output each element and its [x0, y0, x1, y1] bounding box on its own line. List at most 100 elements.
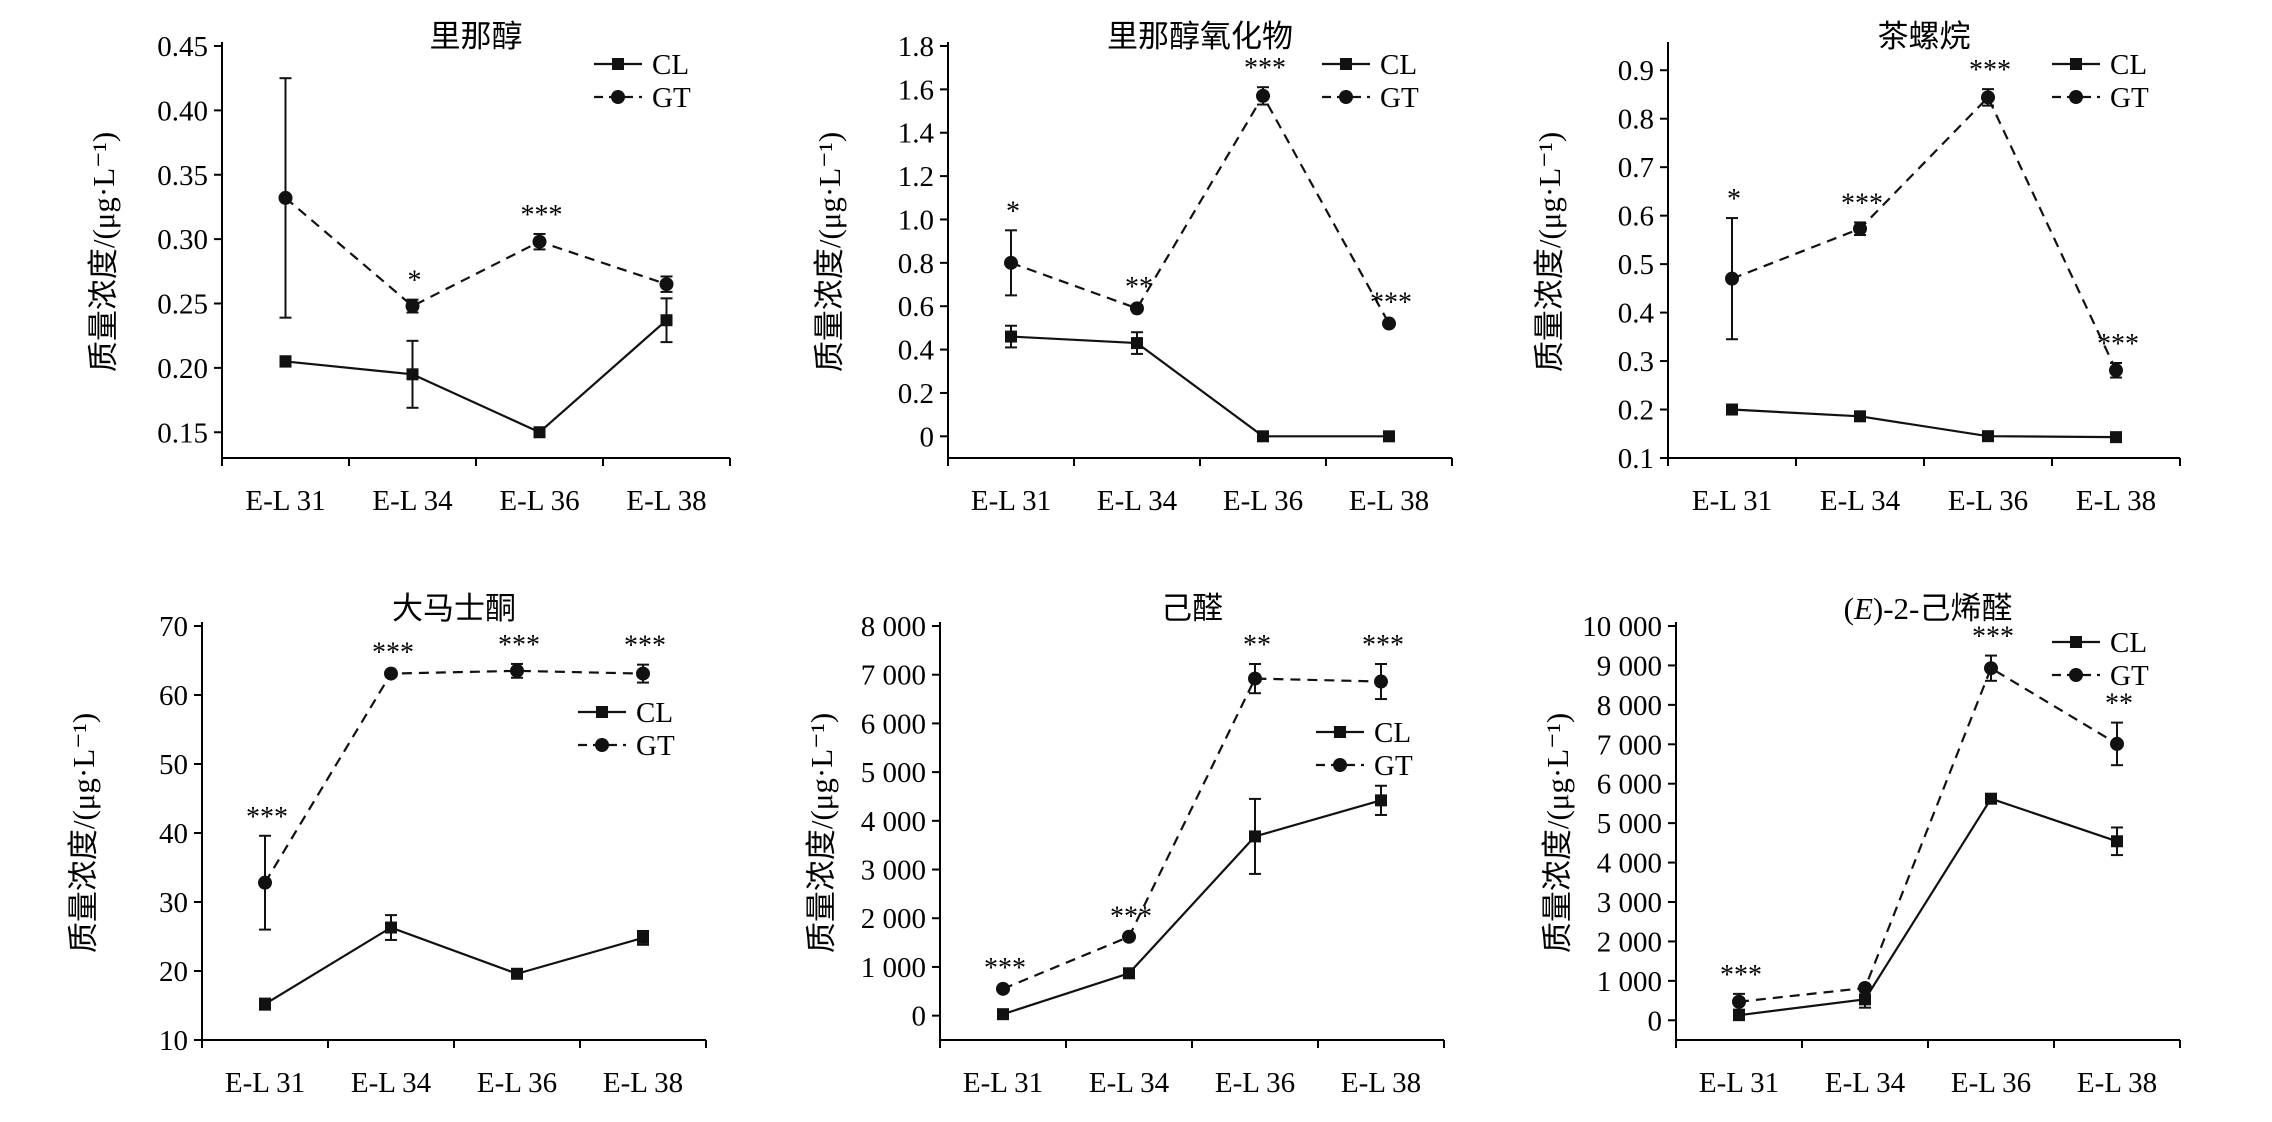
significance-label: *** — [1841, 188, 1883, 219]
y-tick-label: 0.25 — [157, 289, 208, 321]
y-tick-label: 5 000 — [1597, 808, 1662, 840]
data-point-GT — [1732, 994, 1746, 1009]
data-point-GT — [1122, 929, 1136, 944]
data-point-CL — [406, 368, 419, 381]
data-point-GT — [2110, 736, 2124, 751]
series-line-CL — [1002, 799, 1382, 1016]
x-tick-label: E-L 38 — [603, 1067, 683, 1099]
y-axis-label: 质量浓度/(μg·L⁻¹) — [66, 713, 101, 953]
y-tick-label: 0.20 — [157, 353, 208, 385]
x-tick-label: E-L 36 — [477, 1067, 557, 1099]
chart-panel-3: 0.9 0.8 0.7 0.6 0.5 0.4 0.3 0.2 0.1 E-L 31 E-L 34 E… — [1532, 19, 2181, 517]
series-line-GT — [264, 669, 644, 884]
series-line-GT — [1010, 93, 1390, 325]
y-tick-label: 3 000 — [1597, 887, 1662, 919]
data-point-GT — [258, 875, 272, 890]
y-tick-label: 1.4 — [898, 118, 935, 150]
x-tick-label: E-L 38 — [1341, 1067, 1421, 1099]
legend-label-GT: GT — [2110, 82, 2149, 114]
data-point-CL — [1131, 337, 1143, 350]
y-tick-label: 60 — [159, 680, 188, 712]
legend-marker-CL — [1340, 58, 1352, 70]
chart-title: 大马士酮 — [392, 591, 516, 626]
series-line-GT — [1738, 666, 2118, 1003]
y-tick-label: 3 000 — [861, 855, 926, 887]
chart-panel-1: 0.45 0.40 0.35 0.30 0.25 0.20 0.15 E-L 31 E-L 34… — [86, 19, 731, 517]
legend-label-CL: CL — [1380, 49, 1417, 81]
y-tick-label: 2 000 — [861, 903, 926, 935]
significance-label: *** — [1110, 901, 1152, 932]
y-tick-label: 6 000 — [861, 708, 926, 740]
legend-label-CL: CL — [636, 697, 673, 729]
x-tick-label: E-L 36 — [1948, 485, 2028, 517]
y-tick-label: 7 000 — [861, 660, 926, 692]
series-line-CL — [1738, 797, 2118, 1017]
y-tick-label: 1 000 — [861, 952, 926, 984]
y-tick-label: 0.30 — [157, 224, 208, 256]
x-tick-label: E-L 34 — [1820, 485, 1901, 517]
data-point-GT — [1130, 301, 1144, 316]
data-point-GT — [1858, 980, 1872, 995]
significance-label: *** — [372, 638, 414, 669]
legend-marker-CL — [1334, 726, 1346, 738]
data-point-CL — [1123, 967, 1135, 980]
series-GT — [1725, 88, 2123, 379]
significance-label: *** — [246, 802, 288, 833]
data-point-CL — [2111, 835, 2123, 848]
data-point-CL — [279, 355, 292, 368]
chart-title: 己醛 — [1161, 591, 1223, 626]
series-GT — [278, 77, 674, 319]
y-tick-label: 8 000 — [861, 611, 926, 643]
series-CL — [997, 784, 1387, 1021]
series-line-CL — [285, 319, 668, 434]
x-tick-label: E-L 31 — [225, 1067, 305, 1099]
series-GT — [996, 662, 1388, 996]
y-tick-label: 10 — [159, 1025, 188, 1057]
y-tick-label: 1.2 — [898, 161, 934, 193]
significance-label: *** — [624, 631, 666, 662]
y-axis-label: 质量浓度/(μg·L⁻¹) — [812, 132, 847, 372]
x-tick-label: E-L 31 — [245, 485, 325, 517]
series-line-GT — [284, 197, 667, 308]
data-point-CL — [1985, 792, 1997, 805]
y-tick-label: 5 000 — [861, 757, 926, 789]
chart-panel-4: 70 60 50 40 30 20 10 E-L 31 E-L 34 E-L 36 E-L 38 大马… — [66, 591, 707, 1099]
data-point-GT — [1382, 316, 1396, 331]
data-point-GT — [1725, 271, 1739, 286]
legend-marker-GT — [611, 90, 625, 104]
y-tick-label: 1.0 — [898, 204, 934, 236]
data-point-CL — [1257, 430, 1269, 443]
series-line-CL — [1010, 335, 1389, 438]
chart-title: 里那醇 — [430, 19, 523, 54]
data-point-CL — [637, 931, 649, 944]
x-tick-label: E-L 31 — [971, 485, 1051, 517]
x-tick-label: E-L 34 — [351, 1067, 432, 1099]
chart-panel-5: 8 000 7 000 6 000 5 000 4 000 3 000 2 000 1 000… — [804, 591, 1445, 1099]
legend-label-CL: CL — [1374, 717, 1411, 749]
legend-marker-GT — [1333, 758, 1347, 772]
legend-label-GT: GT — [652, 82, 691, 114]
data-point-GT — [510, 663, 524, 678]
significance-label: *** — [2097, 329, 2139, 360]
y-tick-label: 1.6 — [898, 74, 934, 106]
significance-label: *** — [984, 953, 1026, 984]
x-tick-label: E-L 34 — [1825, 1067, 1906, 1099]
y-tick-label: 0.5 — [1618, 249, 1654, 281]
y-tick-label: 20 — [159, 956, 188, 988]
significance-label: ** — [2105, 689, 2133, 720]
y-tick-label: 0.35 — [157, 160, 208, 192]
y-tick-label: 0 — [920, 421, 935, 453]
y-tick-label: 0.45 — [157, 31, 208, 63]
series-CL — [259, 914, 649, 1011]
data-point-GT — [2109, 363, 2123, 378]
y-tick-label: 7 000 — [1597, 729, 1662, 761]
x-tick-label: E-L 38 — [626, 485, 706, 517]
y-tick-label: 0.6 — [1618, 201, 1654, 233]
data-point-CL — [385, 921, 397, 934]
significance-label: * — [1727, 184, 1741, 215]
legend-marker-CL — [2070, 636, 2082, 648]
significance-label: *** — [1362, 630, 1404, 661]
